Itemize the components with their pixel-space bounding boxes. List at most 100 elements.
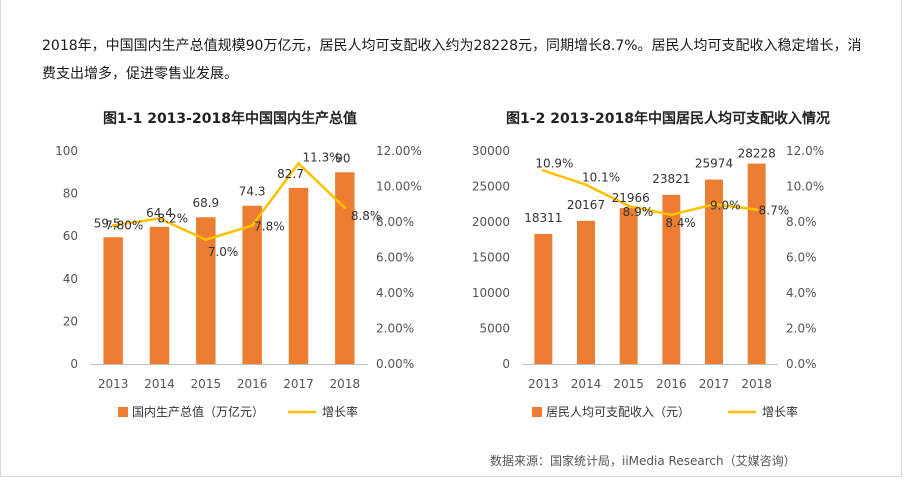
x-tick-label: 2017: [699, 377, 730, 391]
bar: [705, 179, 723, 364]
bar-value-label: 59.5: [94, 216, 121, 230]
bar: [288, 187, 309, 364]
x-tick-label: 2014: [571, 377, 602, 391]
line-point: [755, 208, 759, 212]
y-right-tick-label: 0.00%: [376, 357, 414, 371]
bar-value-label: 28228: [738, 147, 776, 161]
line-point: [669, 213, 673, 217]
bar: [534, 233, 553, 364]
x-tick-label: 2015: [191, 377, 222, 391]
chart-title: 图1-1 2013-2018年中国国内生产总值: [103, 111, 357, 127]
y-tick-label: 30000: [472, 144, 510, 158]
y-right-tick-label: 6.0%: [786, 251, 817, 265]
line-point: [204, 238, 208, 242]
legend-line-label: 增长率: [322, 404, 358, 419]
intro-paragraph: 2018年，中国国内生产总值规模90万亿元，居民人均可支配收入约为28228元，…: [42, 38, 862, 82]
line-point: [584, 183, 588, 187]
y-right-tick-label: 0.0%: [786, 357, 817, 371]
y-right-tick-label: 10.00%: [376, 180, 422, 194]
y-tick-label: 20000: [472, 215, 510, 229]
line-point: [541, 169, 545, 173]
y-tick-label: 60: [63, 229, 78, 243]
legend-bar-label: 居民人均可支配收入（元）: [546, 405, 690, 419]
bar: [103, 237, 123, 364]
line-value-label: 10.1%: [582, 171, 620, 185]
bar: [747, 163, 766, 364]
y-tick-label: 15000: [472, 251, 510, 265]
legend-bar-swatch: [118, 407, 128, 417]
line-value-label: 8.9%: [623, 205, 654, 219]
line-value-label: 8.8%: [351, 209, 382, 223]
line-point: [627, 204, 631, 208]
y-tick-label: 10000: [472, 286, 510, 300]
y-tick-label: 0: [502, 357, 510, 371]
line-value-label: 8.7%: [759, 204, 790, 218]
y-tick-label: 20: [63, 314, 78, 328]
legend-line-label: 增长率: [762, 404, 798, 419]
y-right-tick-label: 2.0%: [786, 322, 817, 336]
line-point: [712, 202, 716, 206]
x-tick-label: 2013: [528, 377, 559, 391]
x-tick-label: 2018: [741, 377, 772, 391]
line-value-label: 7.8%: [254, 220, 285, 234]
y-tick-label: 0: [70, 357, 78, 371]
x-tick-label: 2016: [237, 377, 268, 391]
line-value-label: 7.0%: [208, 245, 239, 259]
x-tick-label: 2014: [144, 377, 175, 391]
bar: [149, 226, 170, 364]
line-point: [297, 161, 300, 165]
bar-value-label: 20167: [567, 198, 605, 212]
gdp-chart: 图1-1 2013-2018年中国国内生产总值 0 20 40 60 80 100 0.00…: [30, 100, 430, 430]
bar: [335, 172, 355, 364]
line-point: [111, 224, 115, 228]
line-point: [158, 216, 161, 220]
y-right-tick-label: 4.0%: [786, 286, 817, 300]
source-note: 数据来源：国家统计局，iiMedia Research（艾媒咨询）: [490, 454, 796, 468]
y-right-tick-label: 6.00%: [376, 251, 414, 265]
y-tick-label: 100: [55, 144, 78, 158]
line-value-label: 8.2%: [158, 211, 189, 225]
y-right-tick-label: 8.0%: [786, 215, 817, 229]
y-right-tick-label: 8.00%: [376, 215, 414, 229]
line-value-label: 9.0%: [710, 198, 741, 212]
bar-value-label: 18311: [524, 211, 562, 225]
line-value-label: 8.4%: [665, 216, 696, 230]
bar: [196, 217, 216, 364]
bar-value-label: 68.9: [192, 196, 219, 210]
line-point: [343, 206, 347, 210]
line-point: [250, 224, 254, 228]
gdp-chart-svg: 0 20 40 60 80 100 0.00% 2.00% 4.00% 6.00% 8.00% 10.…: [55, 144, 422, 419]
line-value-label: 11.3%: [303, 150, 341, 164]
legend-bar-swatch: [532, 407, 542, 417]
growth-rate-line: [112, 162, 346, 241]
bar: [619, 208, 638, 364]
legend-bar-label: 国内生产总值（万亿元）: [132, 404, 264, 419]
bar: [242, 205, 262, 364]
bar: [662, 194, 681, 364]
bar-value-label: 25974: [695, 157, 733, 171]
y-right-tick-label: 10.0%: [786, 180, 824, 194]
bar-value-label: 74.3: [239, 185, 266, 199]
bar-value-label: 23821: [652, 172, 690, 186]
x-tick-label: 2013: [98, 377, 129, 391]
y-tick-label: 80: [63, 187, 78, 201]
bar-value-label: 82.7: [277, 167, 304, 181]
y-right-tick-label: 12.0%: [786, 144, 824, 158]
income-chart-svg: 0 5000 10000 15000 20000 25000 30000 0.0% 2.0% 4.…: [472, 144, 824, 419]
y-right-tick-label: 2.00%: [376, 322, 414, 336]
bar: [577, 220, 595, 364]
x-tick-label: 2015: [613, 377, 644, 391]
y-tick-label: 5000: [479, 322, 510, 336]
x-tick-label: 2016: [656, 377, 687, 391]
growth-rate-line: [542, 169, 757, 217]
x-tick-label: 2017: [283, 377, 314, 391]
y-right-tick-label: 12.00%: [376, 144, 422, 158]
chart-title: 图1-2 2013-2018年中国居民人均可支配收入情况: [506, 111, 830, 127]
y-right-tick-label: 4.00%: [376, 286, 414, 300]
bar-value-label: 21966: [612, 191, 650, 205]
x-tick-label: 2018: [330, 377, 361, 391]
line-value-label: 7.80%: [105, 219, 143, 233]
bar-value-label: 64.4: [146, 206, 173, 220]
line-value-label: 10.9%: [535, 157, 573, 171]
